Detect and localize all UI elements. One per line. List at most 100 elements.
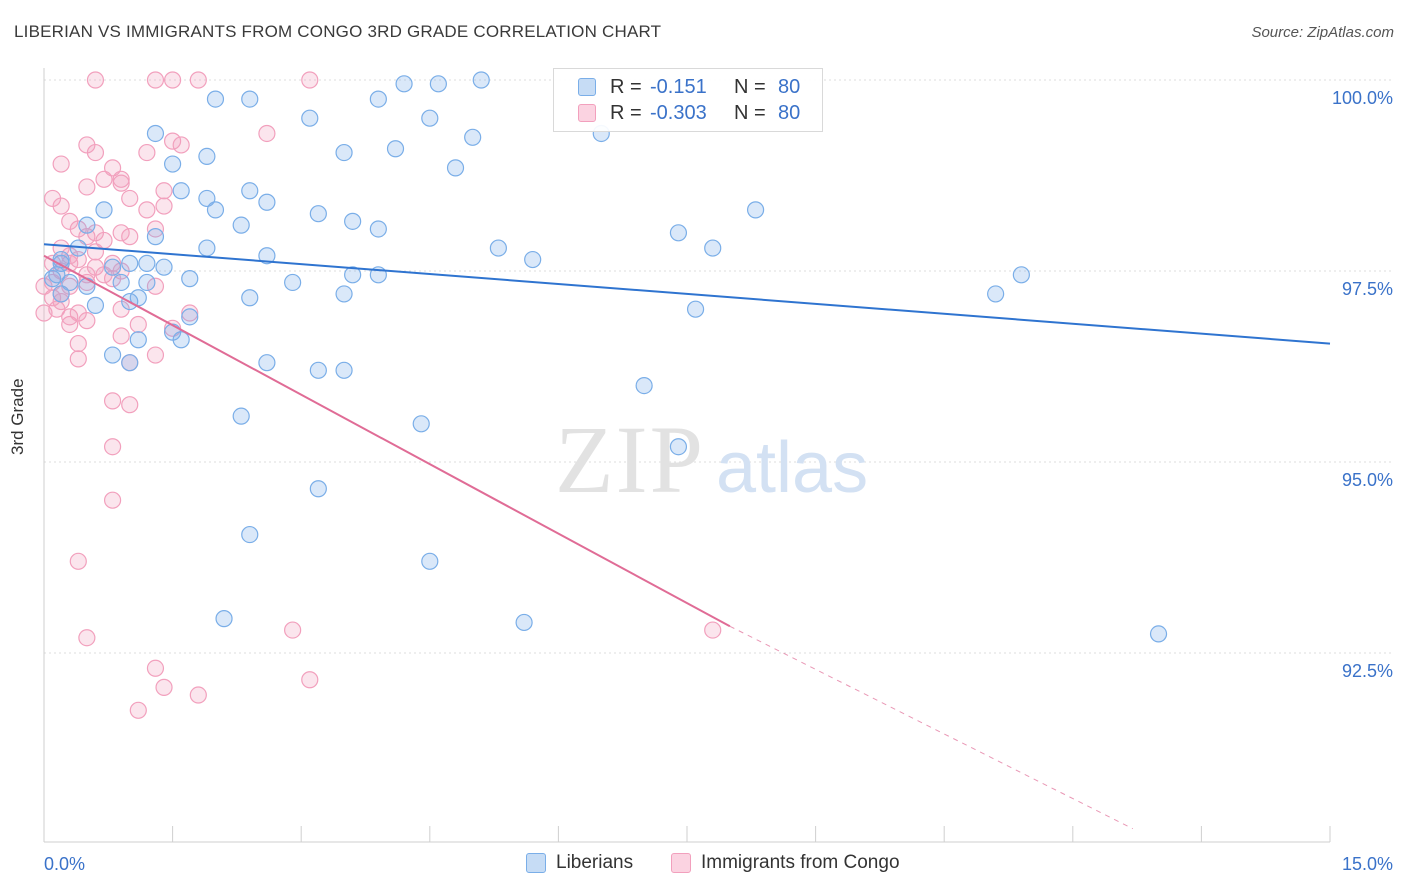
- legend-label-liberians: Liberians: [556, 852, 634, 873]
- data-point-liberians: [284, 273, 302, 292]
- data-point-congo: [138, 201, 156, 219]
- data-point-congo: [69, 334, 87, 353]
- y-tick-label: 97.5%: [1342, 279, 1393, 299]
- trend-line-liberians: [43, 243, 1331, 345]
- data-point-congo: [138, 143, 156, 162]
- data-point-congo: [121, 189, 139, 208]
- data-point-congo: [164, 71, 182, 89]
- data-point-congo: [164, 132, 182, 150]
- data-point-liberians: [1149, 625, 1168, 643]
- series-liberians: [43, 71, 1168, 643]
- data-point-congo: [155, 182, 173, 200]
- data-point-liberians: [241, 182, 259, 200]
- data-point-liberians: [301, 109, 319, 127]
- axes: [43, 68, 1331, 843]
- trend-line-congo: [43, 254, 731, 628]
- data-point-congo: [189, 686, 207, 704]
- legend-n-label: N =: [734, 101, 766, 124]
- data-point-congo: [86, 143, 105, 162]
- legend-r-label: R =: [610, 101, 642, 124]
- data-point-liberians: [489, 239, 507, 257]
- data-point-liberians: [78, 216, 96, 234]
- data-point-congo: [69, 552, 87, 570]
- data-point-congo: [146, 659, 165, 677]
- data-point-congo: [146, 346, 165, 364]
- data-point-liberians: [181, 270, 199, 288]
- grid-lines: [44, 79, 1392, 654]
- data-point-congo: [112, 170, 130, 188]
- data-point-liberians: [421, 552, 439, 570]
- data-point-liberians: [61, 273, 79, 292]
- data-point-liberians: [172, 331, 190, 349]
- data-point-liberians: [155, 258, 173, 276]
- series-legend: Liberians Immigrants from Congo: [0, 852, 1406, 878]
- data-point-congo: [103, 491, 122, 509]
- data-point-liberians: [172, 182, 190, 200]
- legend-row-congo: R = -0.303 N = 80: [578, 101, 800, 125]
- data-point-liberians: [686, 300, 705, 318]
- x-tick-label: 0.0%: [44, 854, 85, 874]
- data-point-liberians: [103, 346, 122, 364]
- legend-swatch-pink: [578, 104, 596, 122]
- data-point-congo: [78, 629, 96, 647]
- data-point-congo: [284, 621, 302, 639]
- legend-item-congo[interactable]: Immigrants from Congo: [671, 852, 900, 874]
- data-point-congo: [103, 159, 122, 177]
- legend-r-label: R =: [610, 75, 642, 98]
- data-point-liberians: [309, 480, 327, 498]
- data-point-congo: [112, 327, 130, 345]
- legend-r-value: -0.151: [650, 75, 707, 98]
- y-tick-label: 100.0%: [1332, 88, 1393, 108]
- data-point-liberians: [669, 438, 688, 456]
- data-point-liberians: [121, 354, 139, 372]
- data-point-congo: [155, 197, 173, 215]
- data-point-liberians: [1012, 266, 1030, 284]
- data-point-liberians: [198, 147, 216, 165]
- data-point-liberians: [95, 201, 113, 219]
- series-congo: [35, 71, 722, 719]
- data-point-liberians: [464, 128, 482, 146]
- watermark-zip: ZIP: [555, 406, 705, 513]
- trend-line-congo-extension: [729, 625, 1134, 830]
- data-point-congo: [146, 277, 165, 295]
- data-point-liberians: [309, 361, 327, 379]
- data-point-congo: [181, 304, 199, 322]
- x-tick-label: 15.0%: [1342, 854, 1393, 874]
- data-point-congo: [155, 678, 173, 696]
- data-point-congo: [121, 228, 139, 246]
- data-point-congo: [258, 124, 276, 143]
- data-point-liberians: [704, 239, 722, 257]
- data-point-congo: [121, 396, 139, 414]
- data-point-congo: [146, 71, 165, 89]
- data-point-congo: [301, 71, 319, 89]
- data-point-liberians: [129, 331, 147, 349]
- legend-label-congo: Immigrants from Congo: [701, 852, 900, 873]
- data-point-liberians: [103, 258, 122, 276]
- data-point-liberians: [52, 285, 70, 303]
- correlation-legend: R = -0.151 N = 80 R = -0.303 N = 80: [553, 68, 823, 132]
- chart-title: LIBERIAN VS IMMIGRANTS FROM CONGO 3RD GR…: [14, 22, 662, 41]
- legend-row-liberians: R = -0.151 N = 80: [578, 75, 800, 99]
- data-point-liberians: [258, 193, 276, 211]
- data-point-liberians: [258, 247, 276, 265]
- legend-n-value: 80: [778, 75, 801, 98]
- data-point-liberians: [146, 124, 165, 143]
- data-point-liberians: [412, 415, 430, 433]
- data-point-liberians: [335, 285, 353, 303]
- data-point-liberians: [121, 254, 139, 272]
- data-point-congo: [103, 438, 122, 456]
- data-point-congo: [112, 224, 130, 242]
- data-point-congo: [78, 178, 96, 196]
- data-point-liberians: [386, 140, 405, 158]
- data-point-liberians: [369, 220, 387, 238]
- data-point-liberians: [429, 75, 447, 93]
- legend-item-liberians[interactable]: Liberians: [526, 852, 633, 874]
- legend-r-value: -0.303: [650, 101, 707, 124]
- data-point-liberians: [344, 266, 362, 284]
- data-point-congo: [69, 350, 87, 368]
- data-point-liberians: [181, 308, 199, 326]
- data-point-liberians: [635, 377, 653, 395]
- data-point-liberians: [515, 613, 533, 632]
- y-tick-label: 92.5%: [1342, 661, 1393, 681]
